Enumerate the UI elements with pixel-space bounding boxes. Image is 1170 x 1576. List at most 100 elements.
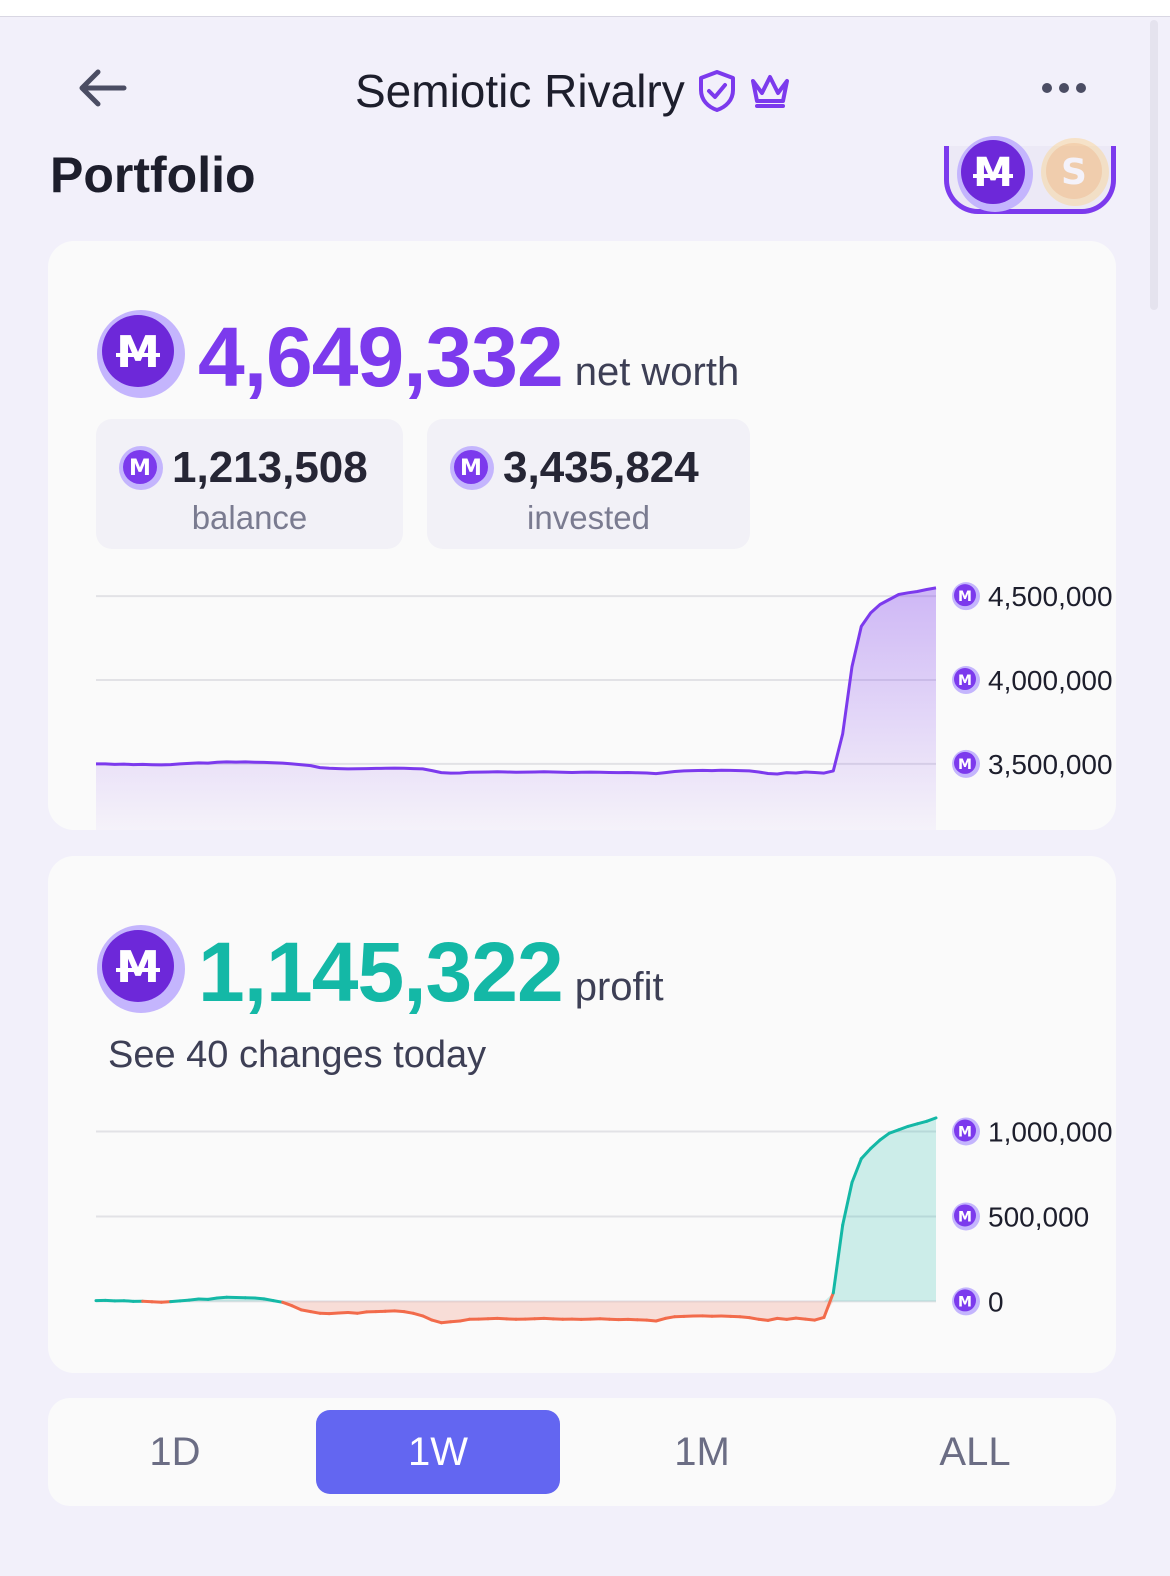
scrollbar[interactable]: [1150, 20, 1158, 310]
crown-icon: [750, 75, 789, 108]
series-segment: [150, 1300, 163, 1304]
series-segment: [262, 1297, 275, 1303]
series-segment: [757, 1317, 770, 1322]
y-tick-0: M 1,000,000: [952, 1116, 1113, 1147]
series-segment: [393, 1309, 406, 1314]
svg-text:M: M: [129, 456, 151, 481]
series-segment: [766, 1316, 779, 1322]
series-segment: [747, 1316, 761, 1321]
series-segment: [169, 1299, 182, 1304]
series-segment: [122, 1299, 135, 1303]
series-segment: [794, 1316, 807, 1321]
mana-coin-icon-inner: [954, 668, 976, 691]
net-worth-chart[interactable]: M 4,500,000 M 4,000,000 M 3,500,000: [48, 241, 1116, 830]
series-segment: [271, 1299, 285, 1304]
series-segment: [850, 1157, 863, 1184]
more-horizontal-icon: [1042, 83, 1086, 93]
shield-check-icon: [698, 70, 735, 112]
mana-coin-glyph: M: [958, 673, 972, 689]
more-menu-button[interactable]: [1036, 70, 1092, 106]
net-worth-row: M 4,649,332 net worth: [96, 309, 739, 399]
profit-area: [96, 1117, 936, 1302]
series-segment: [906, 1122, 919, 1128]
series-segment: [813, 1315, 826, 1322]
series-segment: [663, 1315, 677, 1320]
mana-coin-glyph: M: [958, 1124, 972, 1140]
series-segment: [281, 1300, 294, 1308]
cash-coin-icon[interactable]: S: [1039, 136, 1111, 213]
back-button[interactable]: [74, 62, 130, 114]
profit-card: M 1,145,322 profit See 40 changes today …: [48, 856, 1116, 1373]
see-changes-link[interactable]: See 40 changes today: [108, 1034, 487, 1076]
series-segment: [869, 1138, 882, 1150]
tab-all[interactable]: ALL: [939, 1429, 1011, 1474]
series-segment: [178, 1298, 191, 1303]
y-tick-label: 0: [988, 1286, 1004, 1317]
balance-value: 1,213,508: [172, 443, 368, 492]
series-segment: [402, 1310, 415, 1315]
arrow-left-icon: [79, 69, 127, 107]
net-worth-value: 4,649,332: [198, 310, 564, 404]
tab-1d[interactable]: 1D: [149, 1429, 201, 1474]
y-tick-label: 1,000,000: [988, 1116, 1113, 1147]
series-segment: [803, 1317, 817, 1322]
y-tick-label: 4,000,000: [988, 665, 1113, 696]
profit-label: profit: [574, 965, 664, 1009]
series-segment: [411, 1311, 425, 1318]
status-strip: [0, 0, 1170, 17]
series-segment: [206, 1296, 219, 1301]
page-header: Semiotic Rivalry: [355, 62, 791, 120]
currency-toggle[interactable]: M S: [944, 136, 1116, 214]
loss-area: [96, 1301, 936, 1323]
area-fill: [96, 587, 936, 830]
series-segment: [449, 1319, 462, 1324]
mana-coin-icon-inner: [954, 1289, 976, 1312]
mana-coin-glyph: M: [958, 589, 972, 605]
tab-1w[interactable]: 1W: [316, 1410, 560, 1494]
series-segment: [887, 1128, 901, 1135]
series-segment: [458, 1317, 471, 1323]
svg-text:M: M: [460, 456, 482, 481]
series-segment: [299, 1308, 313, 1314]
series-segment: [878, 1131, 891, 1142]
y-tick-label: 4,500,000: [988, 581, 1113, 612]
series-segment: [785, 1316, 798, 1321]
balance-box: M 1,213,508 balance: [96, 419, 403, 549]
series-segment: [327, 1311, 341, 1316]
svg-text:M: M: [116, 942, 160, 993]
series-segment: [337, 1311, 350, 1315]
svg-text:M: M: [973, 150, 1013, 196]
series-segment: [645, 1318, 658, 1323]
portfolio-heading: Portfolio: [50, 147, 256, 203]
series-segment: [822, 1291, 835, 1319]
profit-row: M 1,145,322 profit: [96, 924, 664, 1014]
mana-coin-icon-inner: [954, 751, 976, 774]
series-segment: [915, 1119, 929, 1126]
series-line: [96, 586, 937, 776]
invested-value: 3,435,824: [503, 443, 699, 492]
invested-box: M 3,435,824 invested: [427, 419, 750, 549]
series-segment: [831, 1223, 845, 1295]
mana-coin-icon: M: [450, 446, 494, 490]
y-tick-label: 500,000: [988, 1201, 1089, 1232]
series-segment: [775, 1316, 789, 1321]
mana-coin-glyph: M: [958, 1294, 972, 1310]
mana-coin-icon-inner: [954, 1204, 976, 1227]
series-segment: [897, 1124, 910, 1132]
series-segment: [598, 1317, 611, 1321]
tab-1m[interactable]: 1M: [674, 1429, 730, 1474]
y-tick-1: M 500,000: [952, 1201, 1089, 1232]
series-segment: [439, 1320, 453, 1325]
series-segment: [495, 1316, 509, 1321]
series-segment: [253, 1296, 266, 1301]
profit-value: 1,145,322: [198, 925, 564, 1019]
mana-coin-icon: M: [97, 925, 185, 1013]
mana-coin-icon: M: [119, 446, 163, 490]
balance-label: balance: [191, 499, 308, 536]
mana-coin-glyph: M: [958, 757, 972, 773]
series-segment: [542, 1316, 555, 1321]
mana-coin-icon[interactable]: M: [955, 134, 1035, 219]
mana-coin-icon-inner: [954, 1119, 976, 1142]
